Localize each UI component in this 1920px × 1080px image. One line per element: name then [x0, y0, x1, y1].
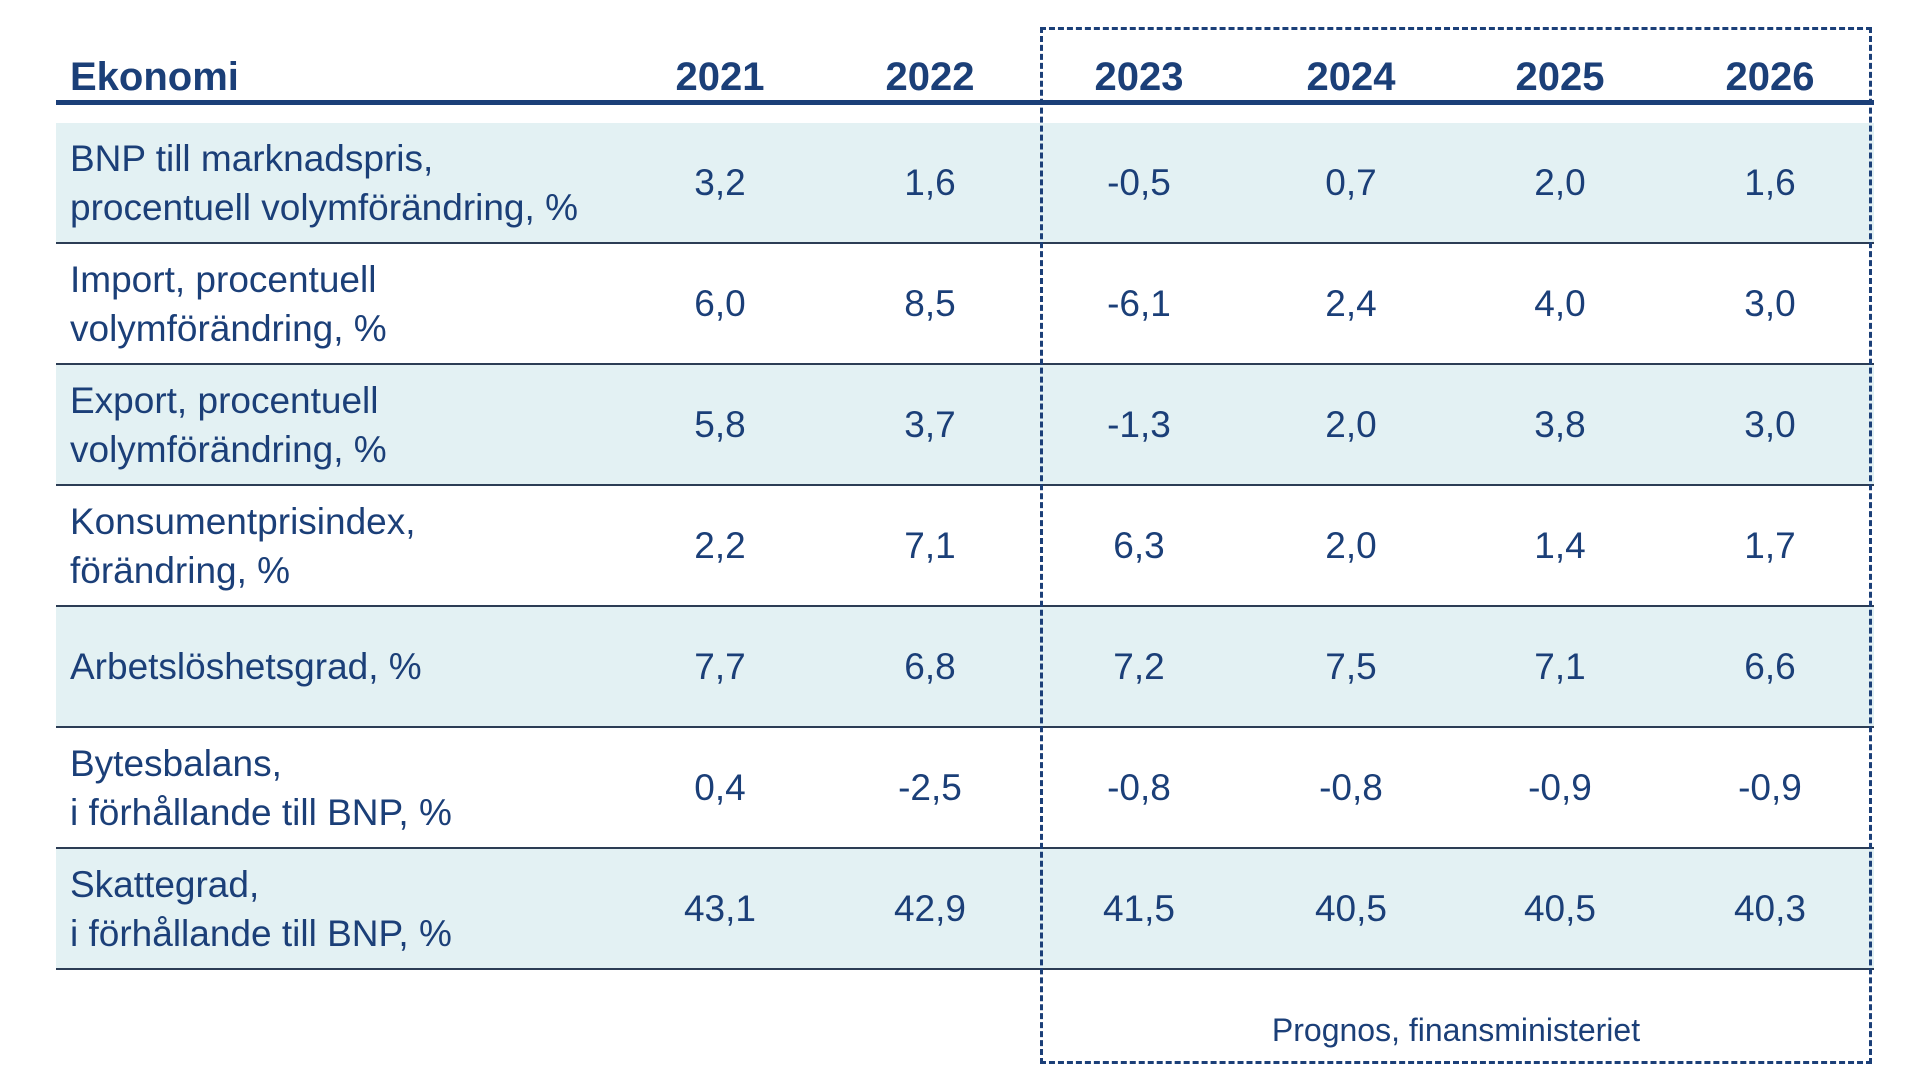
table-cell: 3,7 [904, 403, 956, 445]
table-cell: 2,0 [1325, 524, 1377, 566]
table-header: Ekonomi 2021 2022 2023 2024 2025 2026 [56, 50, 1874, 104]
table-row: Arbetslöshetsgrad, % 7,7 6,8 7,2 7,5 7,1 6,6 [56, 607, 1874, 728]
table-cell: -2,5 [898, 766, 962, 808]
year-header: 2023 [1094, 55, 1184, 99]
table-cell: 4,0 [1534, 282, 1586, 324]
row-label-text: Bytesbalans, i förhållande till BNP, % [70, 742, 452, 833]
table-cell: 40,5 [1523, 887, 1596, 929]
table-cell: 1,6 [1744, 161, 1796, 203]
table-cell: 6,3 [1113, 524, 1165, 566]
table-cell: -0,8 [1107, 766, 1171, 808]
table-cell: -0,9 [1528, 766, 1592, 808]
year-header: 2026 [1725, 55, 1815, 99]
header-rule [56, 100, 1874, 105]
year-header: 2024 [1306, 55, 1396, 99]
row-label: Bytesbalans, i förhållande till BNP, % [70, 728, 690, 847]
table-cell: -0,9 [1738, 766, 1802, 808]
table-cell: 1,6 [904, 161, 956, 203]
row-label-text: Arbetslöshetsgrad, % [70, 646, 422, 687]
table-cell: 6,6 [1744, 645, 1796, 687]
table-cell: 7,2 [1113, 645, 1165, 687]
table-cell: -1,3 [1107, 403, 1171, 445]
table-cell: 40,3 [1733, 887, 1806, 929]
header-label: Ekonomi [70, 55, 239, 99]
table-cell: 2,4 [1325, 282, 1377, 324]
row-label-text: Konsumentprisindex, förändring, % [70, 500, 416, 591]
table-row: Skattegrad, i förhållande till BNP, % 43,… [56, 849, 1874, 970]
table-cell: 2,0 [1534, 161, 1586, 203]
row-label: BNP till marknadspris, procentuell volym… [70, 123, 690, 242]
table-cell: -0,5 [1107, 161, 1171, 203]
table-cell: 2,2 [694, 524, 746, 566]
table-cell: 41,5 [1102, 887, 1175, 929]
table-row: BNP till marknadspris, procentuell volym… [56, 123, 1874, 244]
table-cell: 3,0 [1744, 403, 1796, 445]
table-cell: 2,0 [1325, 403, 1377, 445]
table-cell: 0,7 [1325, 161, 1377, 203]
table-row: Bytesbalans, i förhållande till BNP, % 0,… [56, 728, 1874, 849]
table-cell: 1,7 [1744, 524, 1796, 566]
row-label-text: Export, procentuell volymförändring, % [70, 379, 387, 470]
table-cell: 7,1 [904, 524, 956, 566]
table-cell: 6,8 [904, 645, 956, 687]
table-cell: 43,1 [683, 887, 756, 929]
table-cell: 6,0 [694, 282, 746, 324]
year-header: 2022 [885, 55, 975, 99]
table-cell: -0,8 [1319, 766, 1383, 808]
year-header: 2025 [1515, 55, 1605, 99]
table-cell: -6,1 [1107, 282, 1171, 324]
row-label-text: Skattegrad, i förhållande till BNP, % [70, 863, 452, 954]
table-cell: 40,5 [1314, 887, 1387, 929]
row-label-text: Import, procentuell volymförändring, % [70, 258, 387, 349]
table-row: Import, procentuell volymförändring, % 6,… [56, 244, 1874, 365]
row-label-text: BNP till marknadspris, procentuell volym… [70, 137, 578, 228]
table-cell: 7,5 [1325, 645, 1377, 687]
table-cell: 3,8 [1534, 403, 1586, 445]
row-label: Import, procentuell volymförändring, % [70, 244, 690, 363]
row-label: Konsumentprisindex, förändring, % [70, 486, 690, 605]
row-label: Skattegrad, i förhållande till BNP, % [70, 849, 690, 968]
row-label: Export, procentuell volymförändring, % [70, 365, 690, 484]
table-cell: 8,5 [904, 282, 956, 324]
table-cell: 3,0 [1744, 282, 1796, 324]
table-cell: 3,2 [694, 161, 746, 203]
forecast-note: Prognos, finansministeriet [1271, 1012, 1641, 1048]
table-cell: 0,4 [694, 766, 746, 808]
table-row: Konsumentprisindex, förändring, % 2,2 7,1 6… [56, 486, 1874, 607]
table-cell: 5,8 [694, 403, 746, 445]
table-body: BNP till marknadspris, procentuell volym… [56, 123, 1874, 970]
table-cell: 7,1 [1534, 645, 1586, 687]
row-label: Arbetslöshetsgrad, % [70, 607, 690, 726]
table-row: Export, procentuell volymförändring, % 5,… [56, 365, 1874, 486]
year-header: 2021 [675, 55, 765, 99]
table-cell: 1,4 [1534, 524, 1586, 566]
table-cell: 42,9 [893, 887, 966, 929]
table-cell: 7,7 [694, 645, 746, 687]
